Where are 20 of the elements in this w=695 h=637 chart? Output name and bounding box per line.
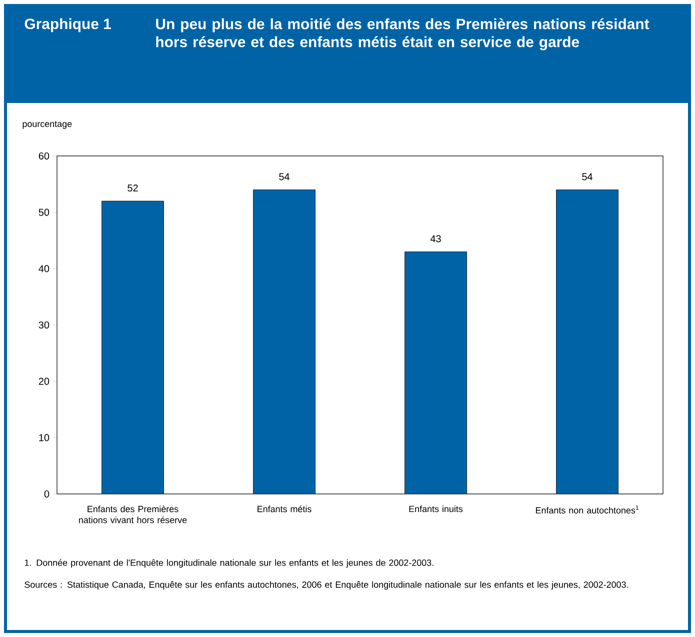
- x-tick-label: Enfants non autochtones$^{1}$: [536, 506, 638, 514]
- y-tick-label: 20: [38, 378, 50, 385]
- y-tick-label: 0: [44, 490, 50, 498]
- x-tick-label: Enfants métis: [258, 505, 312, 512]
- text: 1. Donnée provenant de l'Enquête longitudinale nationale sur les enfants et les jeunes de 2002-2003.: [24, 559, 434, 568]
- y-tick-label: 50: [38, 208, 50, 216]
- chart-title: Graphique 1: [24, 18, 111, 32]
- x-tick-label: Enfants inuits: [409, 506, 463, 512]
- data-label: 52: [128, 184, 138, 192]
- source-note: Sources : Statistique Canada, Enquête sur les enfants autochtones, 2006 et Enquête longitudinale nationale sur les enfants et les jeunes, 2002-2003.: [24, 581, 628, 590]
- data-label: 54: [582, 173, 593, 180]
- y-tick-label: 10: [39, 434, 50, 442]
- y-tick-label: 60: [38, 152, 50, 160]
- y-tick-label: 40: [38, 265, 50, 272]
- y-axis-title: pourcentage: [22, 121, 72, 129]
- x-tick-label: Enfants des Premières nations vivant hors réserve: [79, 505, 187, 524]
- chart-subtitle: Un peu plus de la moitié des enfants des Premières nations résidant hors réserve et des enfants métis était en service de garde: [156, 18, 650, 50]
- y-tick-label: 30: [38, 321, 50, 329]
- data-label: 43: [430, 235, 441, 242]
- data-label: 54: [279, 173, 290, 180]
